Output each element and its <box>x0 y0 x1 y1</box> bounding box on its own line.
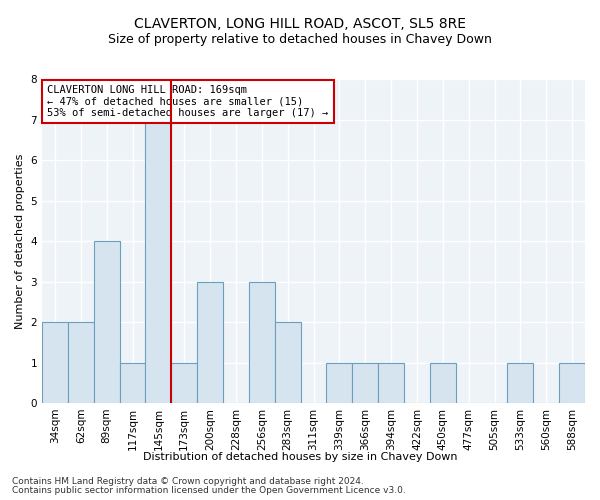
Y-axis label: Number of detached properties: Number of detached properties <box>15 154 25 328</box>
Bar <box>172 362 197 403</box>
Bar <box>197 282 223 403</box>
Text: Contains public sector information licensed under the Open Government Licence v3: Contains public sector information licen… <box>12 486 406 495</box>
Bar <box>508 362 533 403</box>
Bar <box>68 322 94 403</box>
Bar <box>42 322 68 403</box>
Bar <box>119 362 145 403</box>
Bar <box>326 362 352 403</box>
Bar <box>94 241 119 403</box>
Text: CLAVERTON LONG HILL ROAD: 169sqm
← 47% of detached houses are smaller (15)
53% o: CLAVERTON LONG HILL ROAD: 169sqm ← 47% o… <box>47 85 328 118</box>
Bar <box>559 362 585 403</box>
Bar <box>352 362 378 403</box>
Bar <box>430 362 456 403</box>
Bar <box>378 362 404 403</box>
Text: Size of property relative to detached houses in Chavey Down: Size of property relative to detached ho… <box>108 32 492 46</box>
Bar <box>275 322 301 403</box>
Bar <box>249 282 275 403</box>
Bar <box>145 120 172 403</box>
Text: CLAVERTON, LONG HILL ROAD, ASCOT, SL5 8RE: CLAVERTON, LONG HILL ROAD, ASCOT, SL5 8R… <box>134 18 466 32</box>
Text: Distribution of detached houses by size in Chavey Down: Distribution of detached houses by size … <box>143 452 457 462</box>
Text: Contains HM Land Registry data © Crown copyright and database right 2024.: Contains HM Land Registry data © Crown c… <box>12 477 364 486</box>
